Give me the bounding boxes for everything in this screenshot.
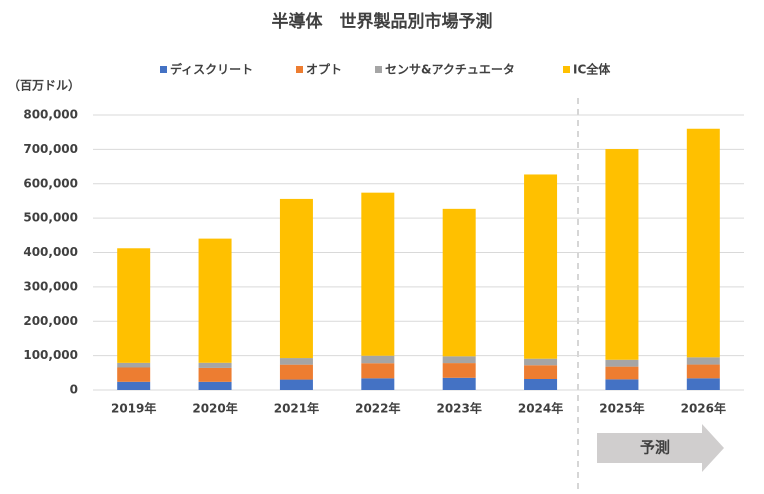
bar-segment [524,174,558,359]
legend-label: ディスクリート [170,62,253,77]
x-tick-label: 2022年 [355,401,400,416]
bar-segment [361,192,395,356]
bar-segment [117,248,151,363]
bar-segment [605,366,639,380]
x-tick-label: 2024年 [518,401,563,416]
legend-label: センサ&アクチュエータ [385,63,515,77]
x-tick-label: 2026年 [681,401,726,416]
legend-label: オプト [306,62,342,77]
bar-segment [198,362,232,368]
bar-segment [198,367,232,382]
y-tick-label: 0 [70,383,78,397]
legend-swatch [296,66,303,73]
bar-segment [605,359,639,367]
bar-segment [605,379,639,390]
bar-segment [198,381,232,390]
y-axis-title: （百万ドル） [8,78,80,93]
y-tick-label: 100,000 [23,348,78,362]
y-tick-label: 300,000 [23,279,78,293]
y-tick-label: 500,000 [23,211,78,225]
bar-segment [442,377,476,390]
y-tick-label: 800,000 [23,108,78,122]
bar-segment [361,363,395,379]
legend-swatch [563,66,570,73]
y-tick-label: 200,000 [23,314,78,328]
bar-segment [686,378,720,390]
bar-segment [524,379,558,390]
bar-segment [442,356,476,364]
legend-swatch [375,66,382,73]
bar-segment [686,364,720,379]
bar-segment [524,358,558,366]
x-tick-label: 2019年 [111,401,156,416]
legend-swatch [160,66,167,73]
bar-segment [279,358,313,365]
forecast-label: 予測 [640,439,670,457]
y-tick-label: 400,000 [23,245,78,259]
bar-segment [117,367,151,382]
bar-segment [686,128,720,358]
bar-segment [117,381,151,390]
y-tick-label: 700,000 [23,142,78,156]
bar-segment [686,357,720,365]
x-tick-label: 2023年 [436,401,481,416]
chart-title: 半導体 世界製品別市場予測 [272,11,493,32]
bar-segment [524,365,558,379]
bar-segment [279,379,313,390]
bar-segment [279,364,313,380]
bar-segment [361,378,395,390]
x-tick-label: 2020年 [192,401,237,416]
bar-segment [605,149,639,360]
y-tick-label: 600,000 [23,176,78,190]
bar-segment [279,198,313,359]
forecast-arrow [597,424,724,472]
bar-segment [442,208,476,357]
bar-segment [117,362,151,368]
legend-label: IC全体 [573,62,611,77]
bar-segment [442,363,476,378]
x-tick-label: 2025年 [599,401,644,416]
x-tick-label: 2021年 [274,401,319,416]
bar-segment [361,355,395,364]
bar-segment [198,238,232,363]
